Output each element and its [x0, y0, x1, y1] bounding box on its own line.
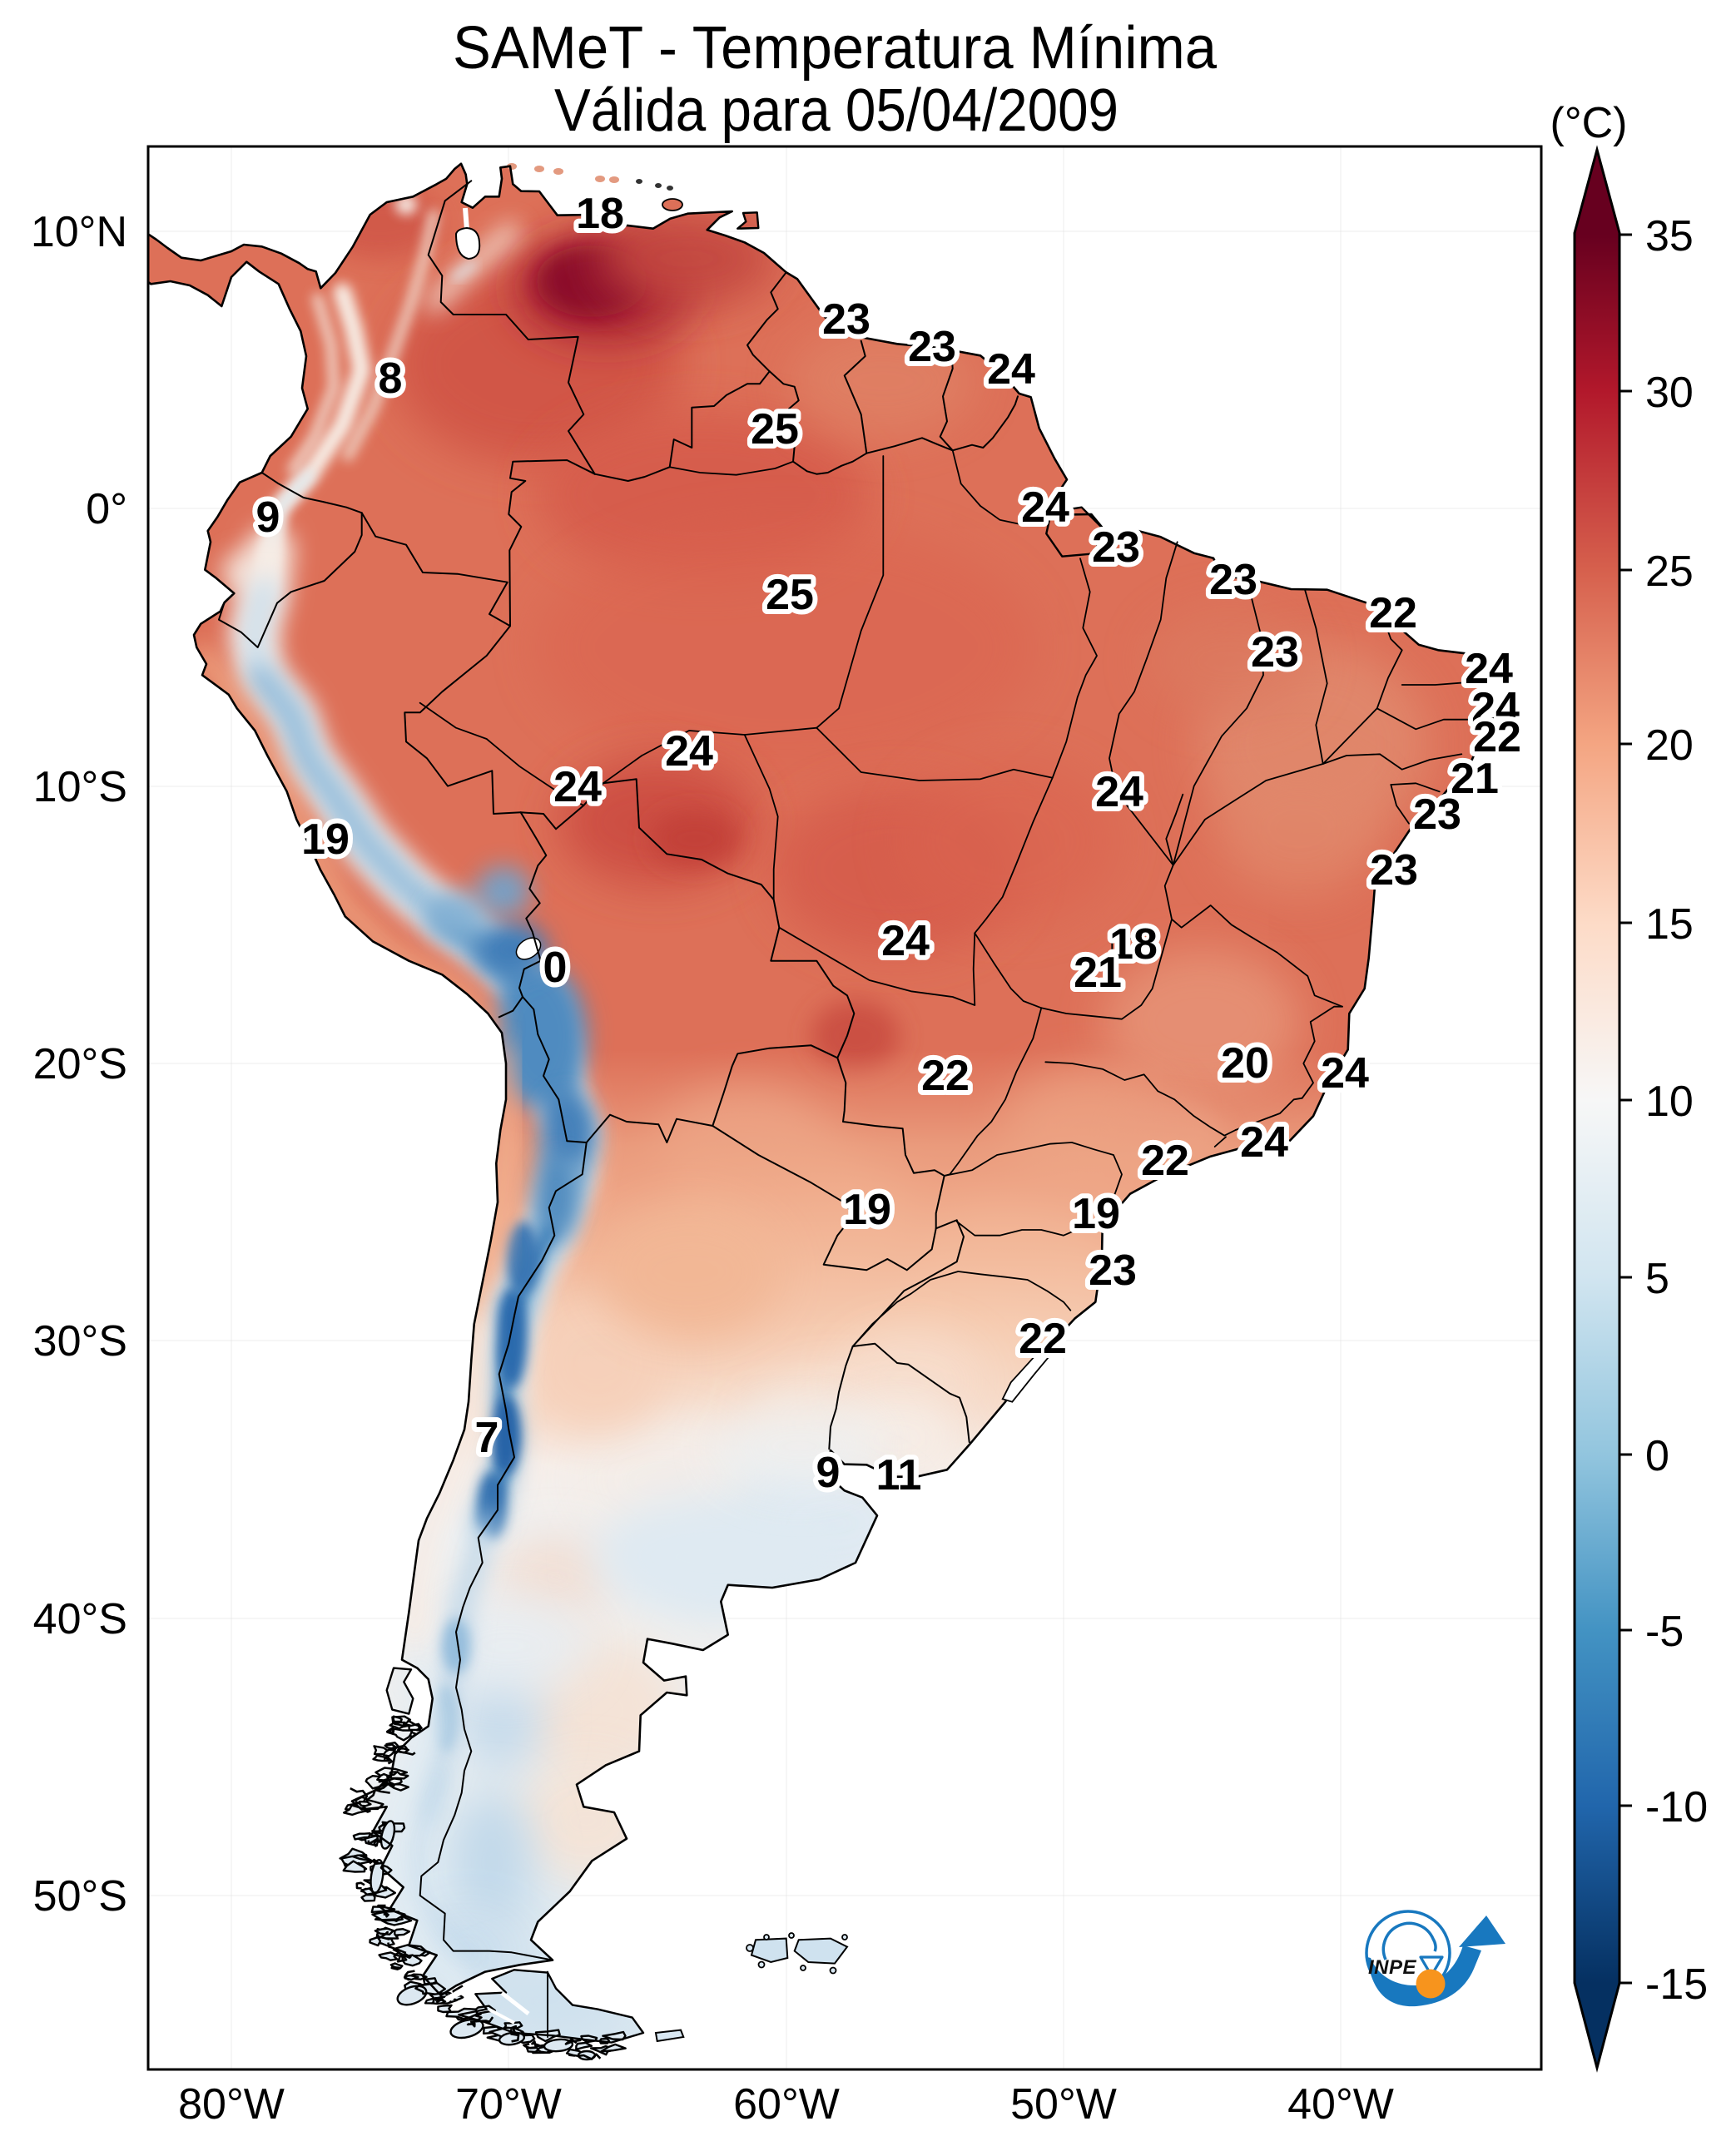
svg-text:60°W: 60°W	[733, 2080, 840, 2129]
svg-text:(°C): (°C)	[1550, 99, 1628, 147]
svg-text:24: 24	[1321, 1049, 1369, 1098]
svg-text:SAMeT - Temperatura Mínima: SAMeT - Temperatura Mínima	[453, 15, 1218, 82]
svg-text:35: 35	[1645, 212, 1694, 260]
svg-text:7: 7	[475, 1414, 499, 1462]
svg-text:24: 24	[665, 727, 713, 776]
svg-text:24: 24	[987, 345, 1035, 394]
svg-text:40°W: 40°W	[1287, 2080, 1394, 2129]
svg-text:22: 22	[1369, 589, 1417, 637]
svg-text:20: 20	[1645, 721, 1694, 770]
svg-text:22: 22	[921, 1052, 970, 1100]
svg-text:18: 18	[576, 190, 624, 238]
svg-text:24: 24	[1021, 483, 1069, 532]
svg-text:70°W: 70°W	[455, 2080, 562, 2129]
svg-text:23: 23	[1092, 523, 1140, 572]
svg-text:0: 0	[543, 944, 568, 992]
svg-text:50°S: 50°S	[33, 1872, 127, 1921]
svg-text:24: 24	[553, 763, 602, 811]
svg-text:19: 19	[301, 815, 350, 864]
svg-text:5: 5	[1645, 1255, 1669, 1303]
svg-text:INPE: INPE	[1368, 1956, 1417, 1979]
svg-text:-15: -15	[1645, 1960, 1708, 2009]
svg-text:22: 22	[1019, 1315, 1067, 1363]
svg-text:10°S: 10°S	[33, 763, 127, 811]
svg-text:Válida para 05/04/2009: Válida para 05/04/2009	[554, 77, 1118, 144]
svg-text:11: 11	[876, 1451, 922, 1499]
svg-text:18: 18	[1109, 920, 1158, 969]
svg-text:9: 9	[256, 493, 280, 542]
svg-text:23: 23	[1089, 1247, 1137, 1295]
svg-text:-10: -10	[1645, 1783, 1708, 1831]
svg-text:25: 25	[1645, 548, 1694, 596]
svg-text:24: 24	[881, 917, 930, 965]
svg-text:24: 24	[1471, 684, 1520, 732]
svg-text:20: 20	[1221, 1039, 1269, 1088]
svg-text:8: 8	[379, 354, 403, 403]
svg-text:40°S: 40°S	[33, 1595, 127, 1643]
svg-text:9: 9	[816, 1449, 841, 1497]
svg-text:30°S: 30°S	[33, 1317, 127, 1365]
svg-text:50°W: 50°W	[1010, 2080, 1117, 2129]
svg-text:23: 23	[1209, 556, 1257, 604]
svg-text:-5: -5	[1645, 1608, 1684, 1656]
svg-text:20°S: 20°S	[33, 1040, 127, 1088]
svg-text:80°W: 80°W	[178, 2080, 285, 2129]
svg-text:23: 23	[908, 323, 956, 371]
svg-text:10°N: 10°N	[31, 208, 127, 256]
svg-text:21: 21	[1074, 949, 1122, 997]
svg-text:22: 22	[1473, 713, 1521, 761]
svg-text:0°: 0°	[86, 485, 127, 533]
svg-text:15: 15	[1645, 900, 1694, 949]
svg-text:10: 10	[1645, 1078, 1694, 1126]
svg-text:30: 30	[1645, 369, 1694, 417]
svg-text:23: 23	[822, 295, 870, 344]
svg-text:24: 24	[1465, 645, 1513, 693]
svg-text:23: 23	[1251, 628, 1299, 677]
svg-text:25: 25	[751, 405, 799, 454]
svg-text:24: 24	[1240, 1118, 1288, 1167]
svg-text:19: 19	[843, 1186, 891, 1234]
svg-text:23: 23	[1370, 846, 1418, 895]
svg-text:21: 21	[1451, 755, 1499, 803]
svg-text:25: 25	[766, 571, 814, 619]
svg-text:19: 19	[1072, 1190, 1120, 1238]
svg-text:22: 22	[1141, 1137, 1189, 1185]
svg-text:23: 23	[1413, 791, 1461, 839]
svg-text:24: 24	[1095, 768, 1143, 816]
svg-text:0: 0	[1645, 1432, 1669, 1480]
